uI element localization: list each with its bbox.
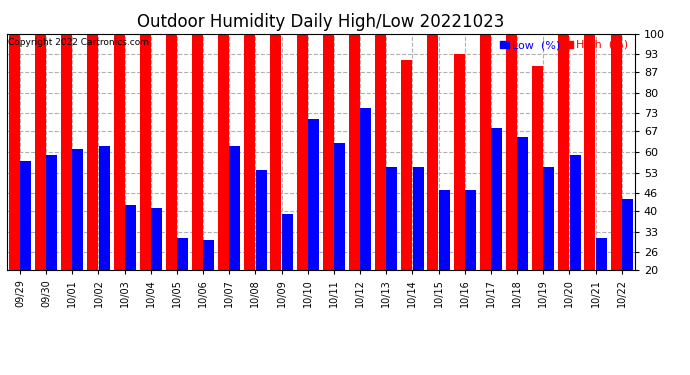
Bar [480,34,491,270]
Bar [360,108,371,270]
Bar [491,128,502,270]
Bar [386,166,397,270]
Bar [35,34,46,270]
Bar [439,190,450,270]
Text: Copyright 2022 Cartronics.com: Copyright 2022 Cartronics.com [8,39,149,48]
Bar [413,166,424,270]
Bar [506,34,517,270]
Bar [334,143,345,270]
Bar [88,34,99,270]
Bar [465,190,476,270]
Bar [375,34,386,270]
Bar [114,34,124,270]
Bar [229,146,240,270]
Bar [622,199,633,270]
Bar [61,34,72,270]
Bar [255,170,266,270]
Bar [611,34,622,270]
Bar [270,34,282,270]
Bar [428,34,438,270]
Bar [20,161,31,270]
Bar [72,149,83,270]
Bar [543,166,554,270]
Bar [282,214,293,270]
Bar [453,54,464,270]
Bar [218,34,229,270]
Bar [569,155,580,270]
Bar [297,34,308,270]
Bar [308,119,319,270]
Bar [125,205,136,270]
Bar [151,208,162,270]
Bar [349,34,360,270]
Legend: Low  (%), High  (%): Low (%), High (%) [499,39,629,51]
Bar [166,34,177,270]
Bar [204,240,214,270]
Bar [9,34,20,270]
Bar [595,237,607,270]
Bar [323,34,334,270]
Bar [139,34,150,270]
Bar [518,137,528,270]
Bar [584,34,595,270]
Bar [177,237,188,270]
Bar [532,66,543,270]
Bar [402,60,413,270]
Bar [558,34,569,270]
Bar [192,34,203,270]
Bar [99,146,110,270]
Bar [46,155,57,270]
Bar [244,34,255,270]
Title: Outdoor Humidity Daily High/Low 20221023: Outdoor Humidity Daily High/Low 20221023 [137,13,504,31]
